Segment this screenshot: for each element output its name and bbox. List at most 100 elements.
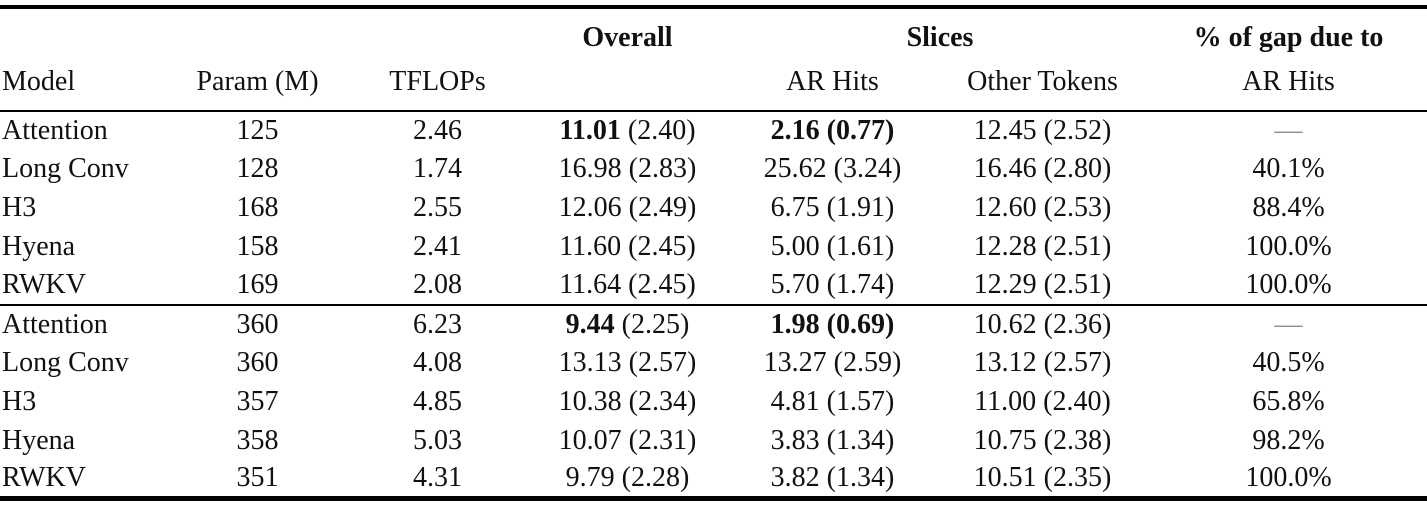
cell-ar-hits: 3.82 (1.34) (770, 462, 895, 494)
cell-overall: 13.13 (2.57) (525, 344, 730, 383)
cell-model: Hyena (2, 424, 76, 456)
cell-tflops: 4.85 (413, 385, 462, 417)
cell-model: H3 (2, 385, 37, 417)
cell-other-tokens: 10.75 (2.38) (973, 424, 1112, 456)
cell-ar-hits: 3.83 (1.34) (770, 424, 895, 456)
cell-ar-hits: 6.75 (1.91) (770, 191, 895, 223)
header-gap-line2: AR Hits (1242, 66, 1335, 97)
cell-gap: 100.0% (1245, 462, 1332, 494)
cell-tflops: 4.08 (413, 347, 462, 379)
overall-value: 11.64 (559, 269, 622, 301)
overall-value: 10.38 (558, 385, 622, 417)
cell-ar-hits: 5.00 (1.61) (770, 230, 895, 262)
overall-std: (2.45) (628, 269, 696, 301)
cell-overall: 11.60 (2.45) (525, 227, 730, 266)
overall-value: 16.98 (558, 153, 622, 185)
header-model: Model (2, 66, 76, 97)
overall-value: 11.60 (559, 230, 622, 262)
cell-overall: 10.07 (2.31) (525, 421, 730, 460)
overall-std: (2.28) (621, 462, 690, 494)
cell-other-tokens: 12.60 (2.53) (973, 191, 1112, 223)
table-header: Overall Slices % of gap due to Model Par… (0, 7, 1427, 111)
cell-ar-hits: 1.98 (0.69) (770, 308, 895, 340)
overall-value: 9.44 (565, 308, 615, 340)
cell-overall: 10.38 (2.34) (525, 383, 730, 422)
cell-model: RWKV (2, 462, 86, 494)
cell-ar-hits: 13.27 (2.59) (763, 347, 902, 379)
table-row: Attention 125 2.46 11.01 (2.40) 2.16 (0.… (0, 111, 1427, 150)
overall-std: (2.25) (621, 308, 690, 340)
cell-other-tokens: 12.29 (2.51) (973, 269, 1112, 301)
cell-gap: — (1274, 114, 1303, 146)
overall-std: (2.40) (627, 114, 696, 146)
table-row: Long Conv 128 1.74 16.98 (2.83) 25.62 (3… (0, 150, 1427, 189)
cell-gap: 40.1% (1252, 153, 1325, 185)
table-block-125m: Attention 125 2.46 11.01 (2.40) 2.16 (0.… (0, 111, 1427, 305)
cell-tflops: 1.74 (413, 153, 462, 185)
cell-model: H3 (2, 191, 37, 223)
header-overall: Overall (582, 21, 673, 53)
cell-tflops: 4.31 (413, 462, 462, 494)
cell-overall: 11.64 (2.45) (525, 266, 730, 305)
cell-overall: 9.79 (2.28) (525, 460, 730, 499)
overall-std: (2.49) (628, 191, 697, 223)
cell-model: Long Conv (2, 153, 129, 185)
overall-std: (2.83) (628, 153, 697, 185)
cell-other-tokens: 11.00 (2.40) (974, 385, 1111, 417)
cell-overall: 16.98 (2.83) (525, 150, 730, 189)
cell-overall: 12.06 (2.49) (525, 189, 730, 228)
cell-param: 158 (236, 230, 279, 262)
table-row: Long Conv 360 4.08 13.13 (2.57) 13.27 (2… (0, 344, 1427, 383)
cell-param: 168 (236, 191, 279, 223)
cell-other-tokens: 12.28 (2.51) (973, 230, 1112, 262)
cell-model: Attention (2, 114, 108, 146)
cell-tflops: 5.03 (413, 424, 462, 456)
cell-gap: 88.4% (1252, 191, 1325, 223)
header-spacer (0, 7, 165, 60)
cell-model: Long Conv (2, 347, 129, 379)
cell-param: 351 (236, 462, 279, 494)
cell-gap: 65.8% (1252, 385, 1325, 417)
header-column-row: Model Param (M) TFLOPs AR Hits Other Tok… (0, 60, 1427, 111)
overall-std: (2.31) (628, 424, 697, 456)
header-slices: Slices (906, 21, 974, 53)
cell-tflops: 2.46 (413, 114, 462, 146)
cell-other-tokens: 10.51 (2.35) (973, 462, 1112, 494)
cell-param: 357 (236, 385, 279, 417)
header-spacer (525, 60, 730, 111)
cell-param: 169 (236, 269, 279, 301)
cell-param: 358 (236, 424, 279, 456)
cell-tflops: 6.23 (413, 308, 462, 340)
table-row: Hyena 358 5.03 10.07 (2.31) 3.83 (1.34) … (0, 421, 1427, 460)
cell-tflops: 2.41 (413, 230, 462, 262)
table-block-360m: Attention 360 6.23 9.44 (2.25) 1.98 (0.6… (0, 305, 1427, 499)
cell-tflops: 2.08 (413, 269, 462, 301)
table-row: H3 357 4.85 10.38 (2.34) 4.81 (1.57) 11.… (0, 383, 1427, 422)
header-other-tokens: Other Tokens (967, 66, 1118, 97)
overall-value: 12.06 (558, 191, 622, 223)
cell-param: 360 (236, 347, 279, 379)
cell-other-tokens: 12.45 (2.52) (973, 114, 1112, 146)
cell-gap: 40.5% (1252, 347, 1325, 379)
cell-overall: 9.44 (2.25) (525, 305, 730, 344)
cell-model: RWKV (2, 269, 86, 301)
cell-gap: 100.0% (1245, 269, 1332, 301)
cell-param: 125 (236, 114, 279, 146)
cell-ar-hits: 2.16 (0.77) (770, 114, 895, 146)
overall-std: (2.34) (628, 385, 697, 417)
cell-param: 128 (236, 153, 279, 185)
results-table: Overall Slices % of gap due to Model Par… (0, 5, 1427, 502)
cell-gap: 100.0% (1245, 230, 1332, 262)
cell-tflops: 2.55 (413, 191, 462, 223)
cell-ar-hits: 5.70 (1.74) (770, 269, 895, 301)
header-spacer (350, 7, 525, 60)
table-row: Attention 360 6.23 9.44 (2.25) 1.98 (0.6… (0, 305, 1427, 344)
cell-other-tokens: 10.62 (2.36) (973, 308, 1112, 340)
table-row: H3 168 2.55 12.06 (2.49) 6.75 (1.91) 12.… (0, 189, 1427, 228)
overall-value: 10.07 (558, 424, 622, 456)
cell-param: 360 (236, 308, 279, 340)
header-group-row: Overall Slices % of gap due to (0, 7, 1427, 60)
overall-std: (2.45) (628, 230, 696, 262)
cell-model: Attention (2, 308, 108, 340)
cell-gap: — (1274, 308, 1303, 340)
